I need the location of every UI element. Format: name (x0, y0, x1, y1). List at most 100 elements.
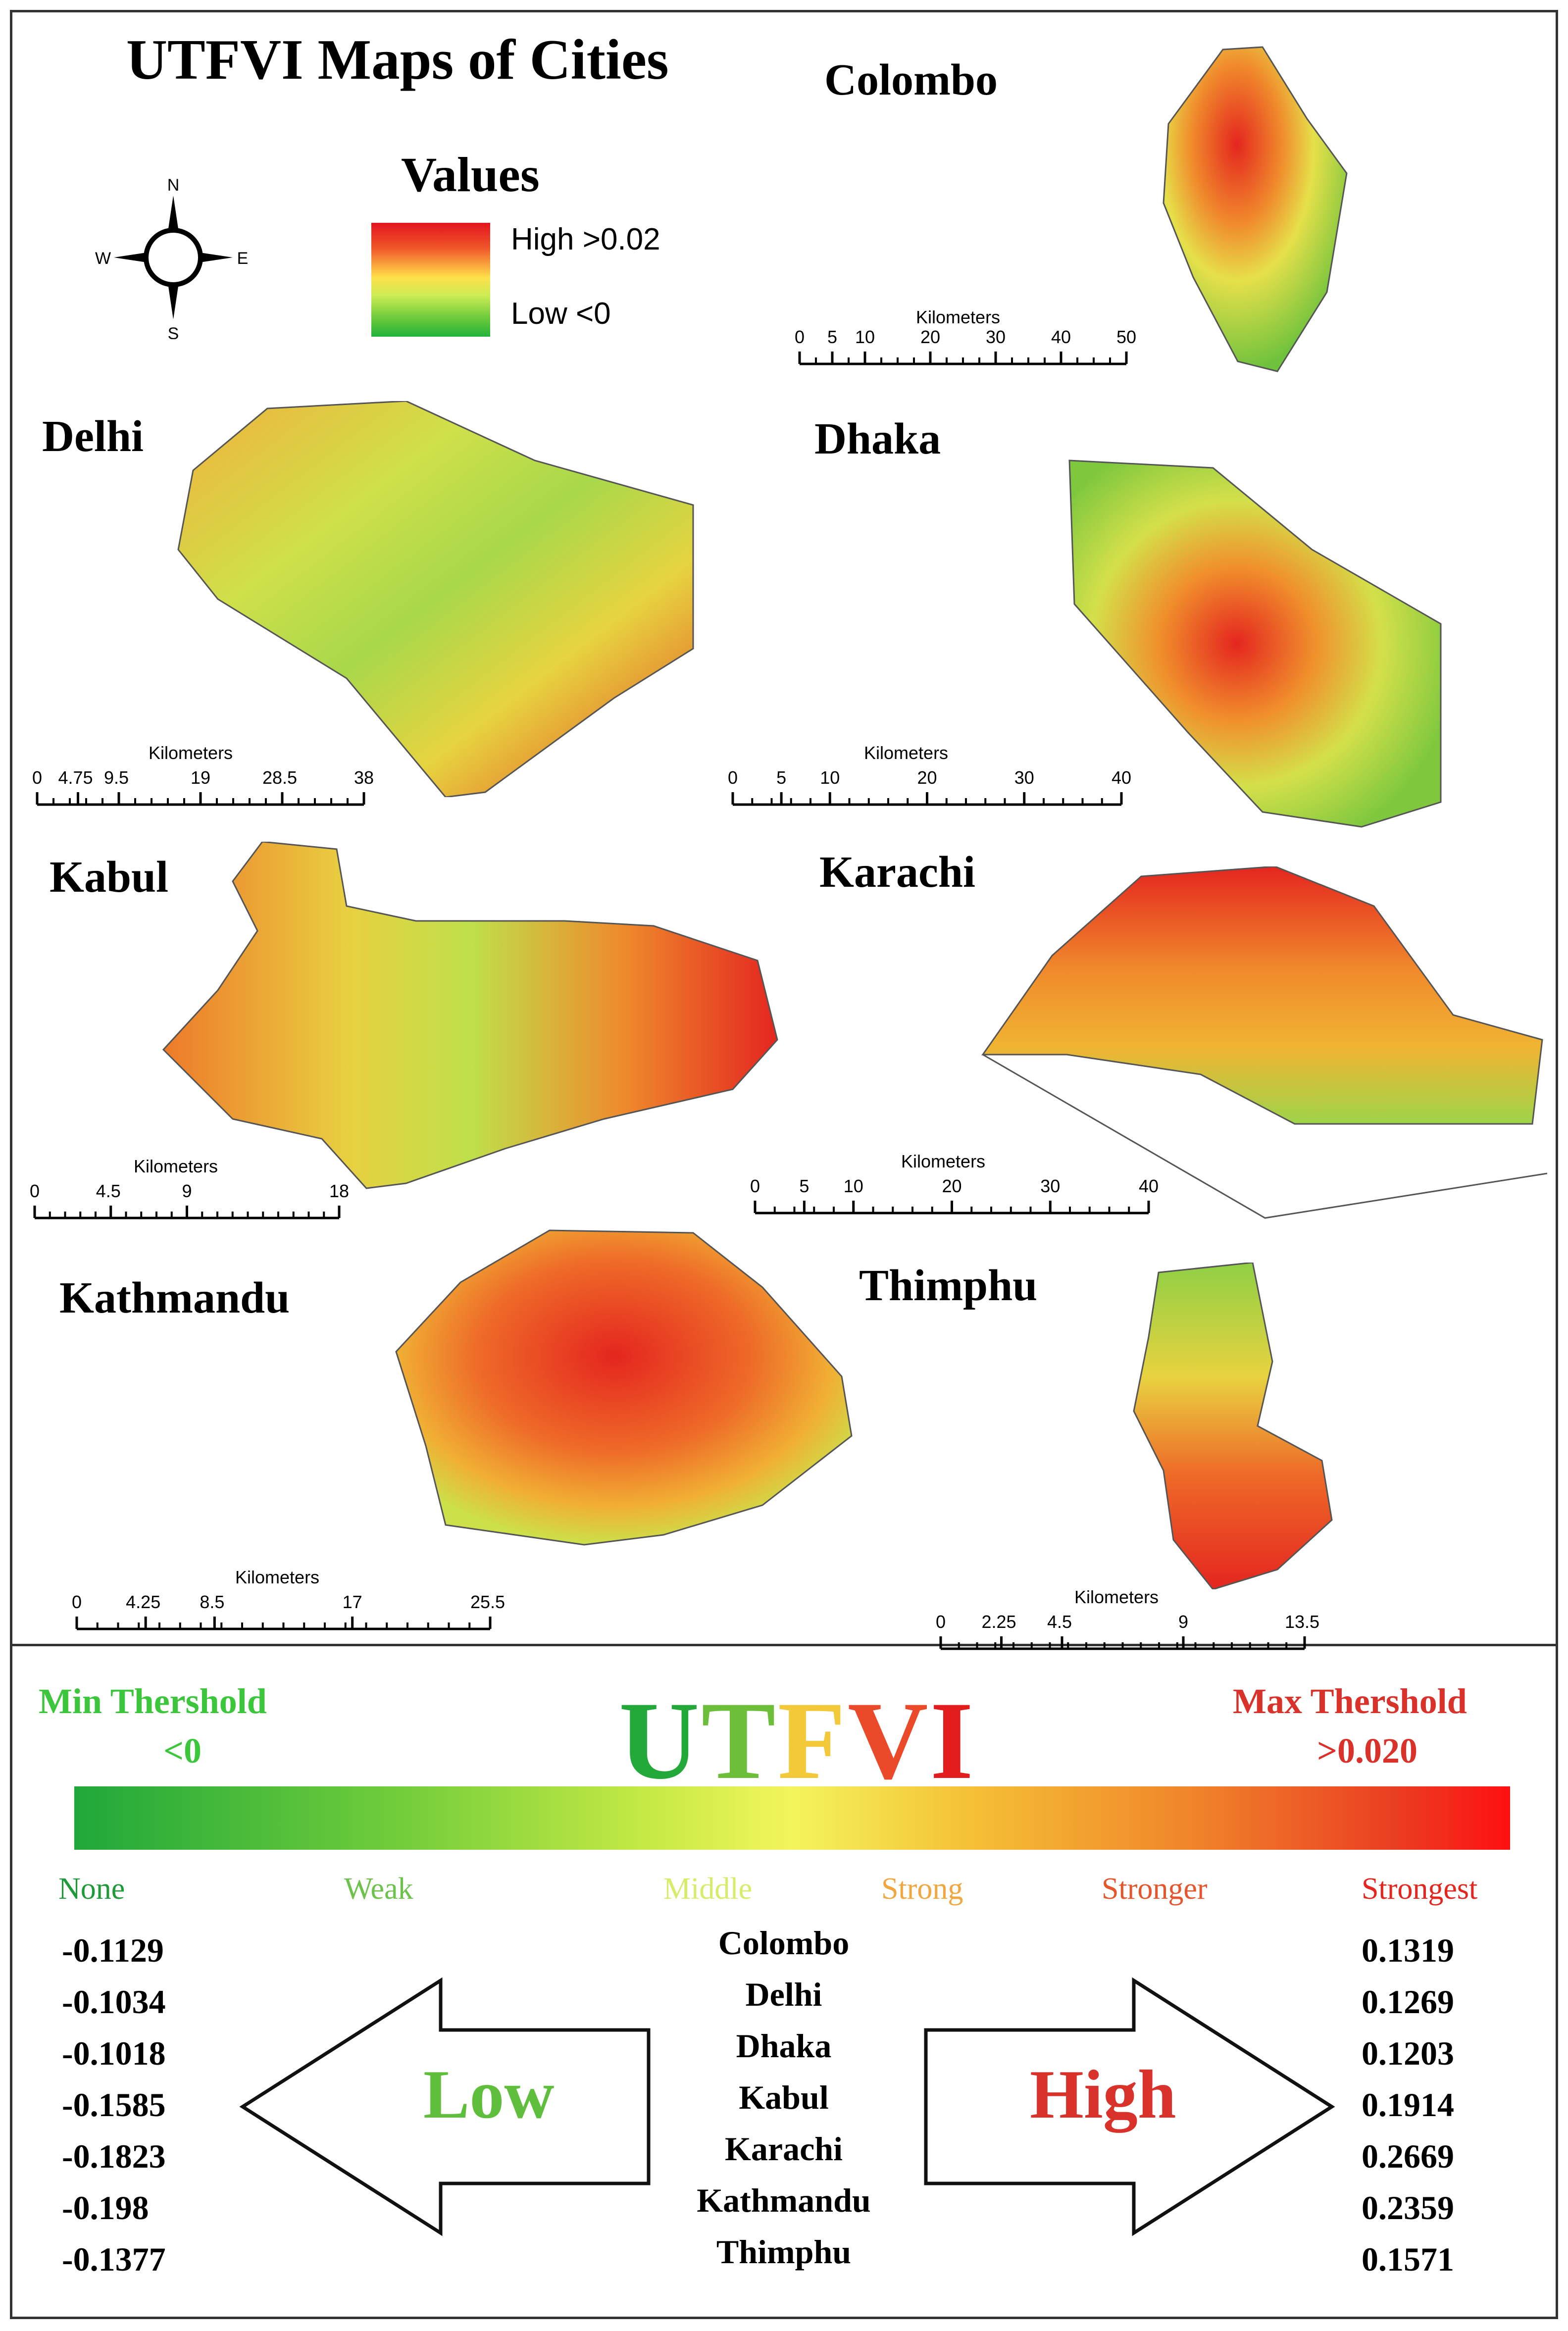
city-label-delhi: Delhi (42, 412, 144, 461)
max-value: 0.2669 (1362, 2137, 1454, 2175)
scalebar-thimphu: Kilometers 0 2.25 4.5 9 13.5 (936, 1587, 1324, 1651)
scalebar-tick-label: 0 (30, 1181, 40, 1201)
city-label-colombo: Colombo (824, 55, 998, 104)
scalebar-tick-label: 0 (750, 1176, 760, 1196)
legend-color-ramp (371, 223, 490, 337)
utfvi-letter: I (930, 1678, 976, 1802)
scalebar-tick-label: 8.5 (200, 1592, 225, 1612)
low-arrow-icon (238, 1973, 654, 2240)
scalebar-tick-label: 4.25 (126, 1592, 161, 1612)
scalebar-tick-label: 17 (342, 1592, 362, 1612)
min-value: -0.1585 (62, 2086, 166, 2124)
map-kabul (158, 842, 787, 1193)
high-word: High (1030, 2056, 1176, 2133)
utfvi-class-label: Strongest (1362, 1872, 1478, 1906)
scalebar-kathmandu: Kilometers 0 4.25 8.5 17 25.5 (72, 1567, 505, 1631)
map-kathmandu (386, 1228, 871, 1550)
compass-s: S (168, 324, 179, 339)
scalebar-tick-label: 10 (820, 767, 840, 788)
scalebar-unit: Kilometers (149, 743, 233, 763)
min-value: -0.1377 (62, 2240, 166, 2278)
city-label-karachi: Karachi (819, 848, 975, 897)
min-value: -0.1823 (62, 2137, 166, 2175)
scalebar-dhaka: Kilometers 0 5 10 20 30 40 (728, 743, 1132, 807)
scalebar-karachi: Kilometers 0 5 10 20 30 40 (750, 1151, 1159, 1216)
max-value: 0.1914 (1362, 2086, 1454, 2124)
utfvi-letter: T (701, 1678, 778, 1802)
scalebar-tick-label: 5 (827, 327, 838, 347)
map-karachi (978, 866, 1547, 1223)
scalebar-tick-label: 20 (920, 327, 941, 347)
scalebar-tick-label: 13.5 (1285, 1612, 1320, 1632)
scalebar-tick-label: 38 (354, 767, 374, 788)
max-value: 0.1571 (1362, 2240, 1454, 2278)
scalebar-tick-label: 9 (182, 1181, 192, 1201)
city-name: Kabul (739, 2078, 829, 2116)
min-value: -0.198 (62, 2189, 149, 2227)
compass-n: N (167, 176, 180, 195)
city-name: Colombo (718, 1924, 850, 1962)
scalebar-tick-label: 40 (1112, 767, 1132, 788)
scalebar-tick-label: 30 (1040, 1176, 1061, 1196)
utfvi-class-label: Middle (663, 1872, 753, 1906)
figure-frame (10, 10, 1558, 2319)
city-name: Dhaka (736, 2027, 832, 2065)
map-dhaka (1064, 456, 1451, 832)
scalebar-unit: Kilometers (235, 1567, 320, 1587)
min-value: -0.1018 (62, 2034, 166, 2072)
scalebar-tick-label: 9 (1178, 1612, 1189, 1632)
scalebar-tick-label: 20 (917, 767, 937, 788)
scalebar-tick-label: 30 (1014, 767, 1034, 788)
scalebar-tick-label: 9.5 (104, 767, 129, 788)
scalebar-tick-label: 10 (855, 327, 875, 347)
min-value: -0.1034 (62, 1983, 166, 2021)
min-value: -0.1129 (62, 1931, 164, 1969)
city-name: Thimphu (716, 2233, 852, 2271)
max-value: 0.2359 (1362, 2189, 1454, 2227)
legend-low-label: Low <0 (511, 297, 611, 331)
scalebar-tick-label: 40 (1051, 327, 1071, 347)
utfvi-title: UTFVI (619, 1676, 975, 1805)
low-word: Low (423, 2056, 555, 2133)
scalebar-tick-label: 4.5 (1047, 1612, 1072, 1632)
scalebar-unit: Kilometers (1074, 1587, 1159, 1607)
utfvi-class-label: None (58, 1872, 125, 1906)
city-name: Delhi (745, 1976, 822, 2013)
scalebar-colombo: Kilometers 0 5 10 20 30 40 50 (795, 307, 1137, 365)
utfvi-class-label: Strong (881, 1872, 963, 1906)
scalebar-tick-label: 30 (986, 327, 1006, 347)
figure-title: UTFVI Maps of Cities (126, 28, 669, 91)
scalebar-tick-label: 5 (776, 767, 787, 788)
utfvi-letter: U (619, 1678, 702, 1802)
panel-divider (10, 1644, 1558, 1646)
min-threshold-label: Min Thershold (39, 1681, 267, 1721)
scalebar-unit: Kilometers (916, 307, 1001, 327)
scalebar-tick-label: 18 (329, 1181, 350, 1201)
city-label-kathmandu: Kathmandu (59, 1273, 290, 1322)
scalebar-unit: Kilometers (864, 743, 949, 763)
max-value: 0.1203 (1362, 2034, 1454, 2072)
max-value: 0.1269 (1362, 1983, 1454, 2021)
city-label-kabul: Kabul (50, 853, 169, 902)
min-threshold-value: <0 (163, 1731, 202, 1771)
scalebar-tick-label: 4.75 (58, 767, 93, 788)
city-name: Kathmandu (697, 2181, 871, 2219)
scalebar-kabul: Kilometers 0 4.5 9 18 (30, 1156, 350, 1220)
scalebar-tick-label: 19 (191, 767, 211, 788)
scalebar-tick-label: 25.5 (470, 1592, 506, 1612)
scalebar-tick-label: 5 (799, 1176, 809, 1196)
scalebar-tick-label: 0 (728, 767, 738, 788)
scalebar-tick-label: 40 (1139, 1176, 1159, 1196)
legend-high-label: High >0.02 (511, 222, 660, 256)
utfvi-color-ramp (74, 1786, 1510, 1850)
legend-heading: Values (401, 147, 540, 202)
city-name: Karachi (725, 2130, 843, 2168)
map-delhi (168, 401, 703, 797)
scalebar-tick-label: 50 (1116, 327, 1137, 347)
max-threshold-value: >0.020 (1317, 1731, 1418, 1771)
utfvi-class-label: Weak (344, 1872, 413, 1906)
map-colombo (1149, 45, 1357, 381)
utfvi-letter: F (777, 1678, 848, 1802)
scalebar-unit: Kilometers (134, 1156, 218, 1176)
scalebar-tick-label: 2.25 (981, 1612, 1016, 1632)
